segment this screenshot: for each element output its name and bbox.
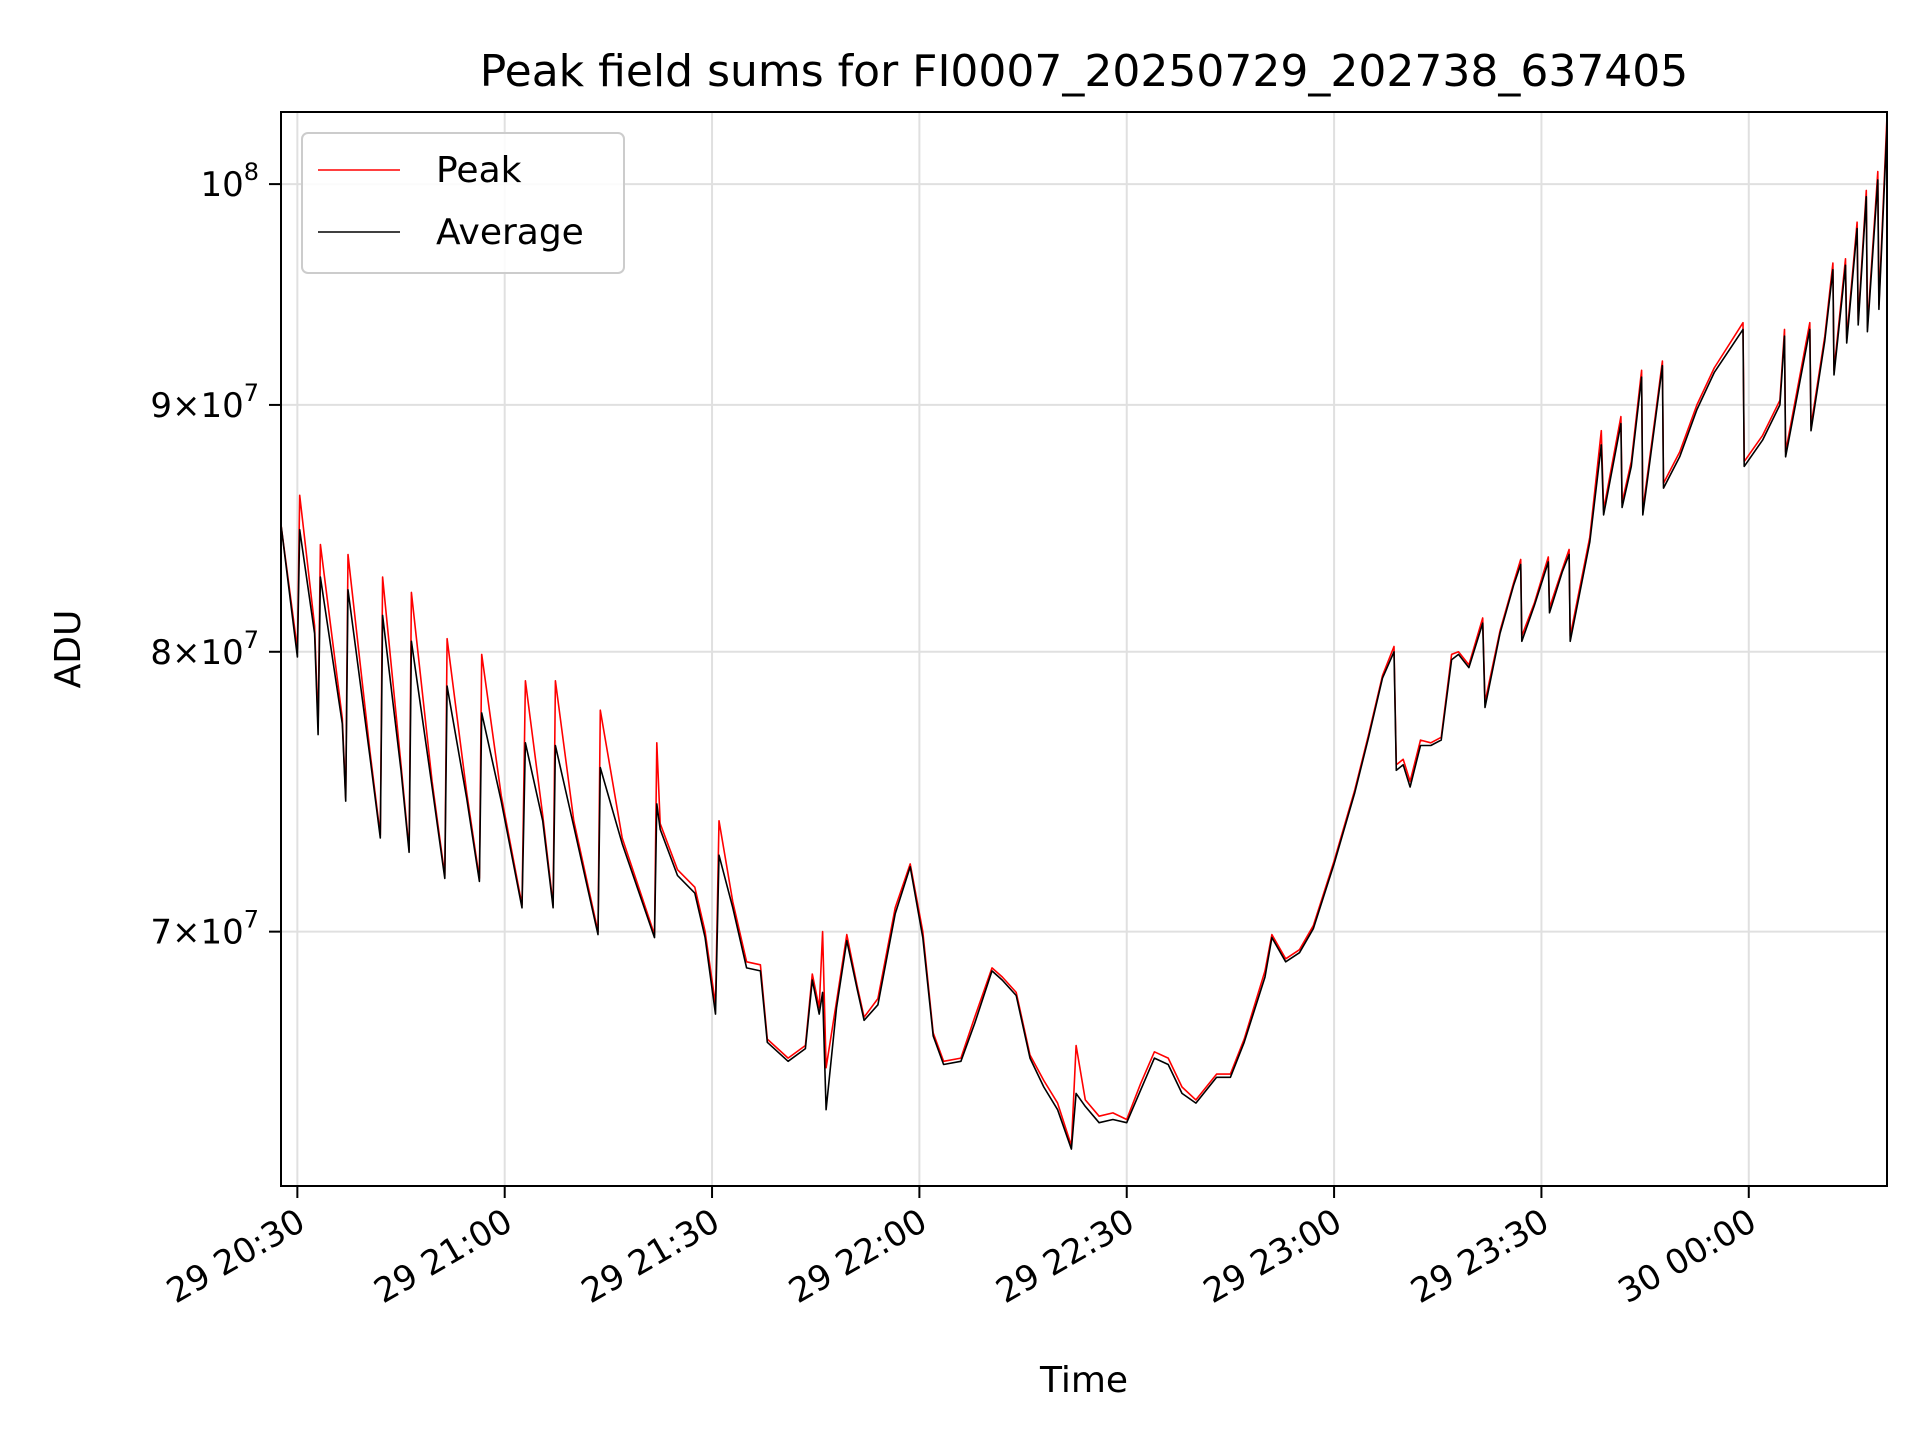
series-layer bbox=[281, 116, 1887, 1150]
plot-frame bbox=[280, 111, 1888, 1187]
chart-title: Peak field sums for FI0007_20250729_2027… bbox=[480, 46, 1689, 97]
y-tick-label: 7×107 bbox=[150, 906, 259, 953]
y-tick-label: 108 bbox=[200, 158, 259, 205]
y-axis-title: ADU bbox=[48, 610, 89, 689]
y-tick-label: 8×107 bbox=[150, 626, 259, 673]
y-tick-label: 9×107 bbox=[150, 379, 259, 426]
legend-label-average: Average bbox=[436, 212, 584, 253]
legend-label-peak: Peak bbox=[436, 150, 522, 191]
grid bbox=[281, 112, 1887, 1186]
x-axis-title: Time bbox=[1039, 1360, 1128, 1401]
legend: Peak Average bbox=[301, 132, 625, 274]
legend-box bbox=[301, 132, 625, 274]
series-line-average bbox=[281, 126, 1887, 1150]
y-axis: 7×107 8×107 9×107 108 bbox=[150, 158, 281, 953]
